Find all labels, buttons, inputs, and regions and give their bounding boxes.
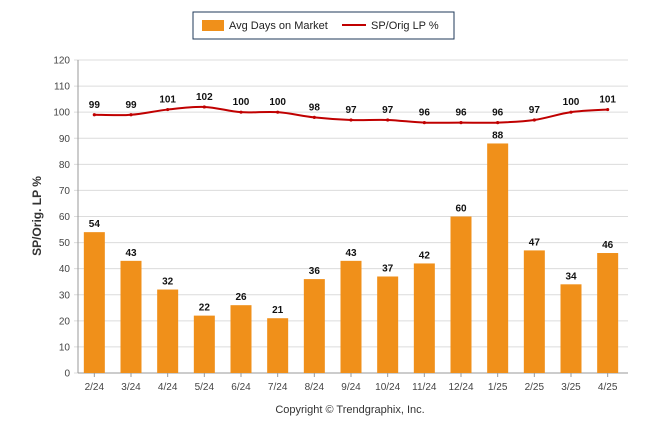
y-tick-label: 70 — [59, 186, 71, 197]
line-value-label: 102 — [196, 92, 213, 103]
line-point — [92, 113, 96, 117]
line-value-label: 100 — [269, 97, 286, 108]
x-tick-label: 2/25 — [525, 382, 545, 393]
line-value-label: 101 — [599, 95, 616, 106]
bar-value-label: 34 — [565, 271, 577, 282]
y-tick-label: 40 — [59, 264, 71, 275]
bar-value-label: 36 — [309, 266, 321, 277]
legend-label-bar: Avg Days on Market — [229, 20, 328, 32]
bar-value-label: 21 — [272, 305, 284, 316]
line-value-label: 98 — [309, 102, 321, 113]
bar — [487, 143, 509, 373]
y-tick-label: 0 — [64, 369, 70, 380]
y-tick-label: 110 — [54, 82, 70, 93]
line-value-label: 97 — [529, 105, 541, 116]
y-tick-label: 90 — [59, 134, 71, 145]
x-tick-label: 11/24 — [412, 382, 437, 393]
line-value-label: 100 — [563, 97, 580, 108]
bar — [157, 289, 179, 373]
x-tick-label: 10/24 — [375, 382, 400, 393]
bar-series — [83, 143, 619, 373]
bar — [267, 318, 289, 373]
x-tick-label: 3/25 — [561, 382, 581, 393]
bar-value-label: 47 — [529, 237, 541, 248]
x-tick-label: 4/25 — [598, 382, 618, 393]
bar — [560, 284, 582, 373]
x-tick-label: 8/24 — [305, 382, 325, 393]
bar-value-label: 88 — [492, 130, 504, 141]
line-value-label: 96 — [419, 108, 431, 119]
y-tick-label: 60 — [59, 212, 71, 223]
x-tick-label: 1/25 — [488, 382, 508, 393]
y-tick-label: 50 — [59, 238, 71, 249]
line-value-label: 99 — [89, 100, 101, 111]
line-point — [349, 118, 353, 122]
y-axis-label: SP/Orig. LP % — [30, 176, 44, 256]
line-value-label: 96 — [455, 108, 467, 119]
x-tick-label: 5/24 — [195, 382, 215, 393]
x-tick-label: 12/24 — [448, 382, 473, 393]
line-point — [166, 107, 170, 112]
legend-bar-swatch — [202, 20, 224, 31]
line-point — [386, 118, 390, 122]
bar — [377, 276, 399, 373]
legend: Avg Days on Market SP/Orig LP % — [192, 11, 455, 40]
x-tick-label: 7/24 — [268, 382, 288, 393]
line-point — [569, 110, 573, 114]
bar-value-label: 54 — [89, 219, 101, 230]
bar-value-label: 22 — [199, 303, 211, 314]
y-tick-label: 120 — [53, 56, 70, 67]
copyright-footer: Copyright © Trendgraphix, Inc. — [275, 404, 424, 416]
y-tick-label: 80 — [59, 160, 71, 171]
bar — [413, 263, 435, 373]
line-point — [202, 105, 206, 109]
line-series — [92, 105, 610, 125]
line-value-label: 99 — [125, 100, 137, 111]
line-value-label: 97 — [382, 105, 394, 116]
bar — [450, 216, 472, 373]
line-point — [606, 107, 610, 112]
line-value-label: 96 — [492, 108, 504, 119]
bar — [83, 232, 105, 373]
bar — [340, 260, 362, 373]
line-value-label: 101 — [159, 95, 176, 106]
bar-value-label: 32 — [162, 277, 174, 288]
bar-value-label: 60 — [455, 204, 467, 215]
bar-value-label: 37 — [382, 263, 394, 274]
line-value-label: 100 — [233, 97, 250, 108]
y-tick-label: 100 — [53, 108, 70, 119]
bar — [523, 250, 545, 373]
legend-box — [192, 11, 455, 40]
bar — [193, 315, 215, 373]
line-point — [459, 121, 463, 125]
y-tick-label: 10 — [59, 342, 71, 353]
y-tick-label: 20 — [59, 316, 71, 327]
x-tick-label: 9/24 — [341, 382, 361, 393]
x-tick-label: 4/24 — [158, 382, 178, 393]
line-point — [239, 110, 243, 114]
line-point — [532, 118, 536, 122]
line-point — [129, 113, 133, 117]
line-value-label: 97 — [345, 105, 357, 116]
line-point — [422, 121, 426, 125]
line-point — [312, 115, 316, 119]
data-labels: 54 43 32 22 26 21 36 43 37 42 60 88 47 34 46 99 99 101 102… — [89, 92, 617, 316]
bar — [597, 253, 619, 373]
bar-value-label: 42 — [419, 250, 431, 261]
line-point — [496, 121, 500, 125]
bar-value-label: 43 — [345, 248, 357, 259]
bar-value-label: 46 — [602, 240, 614, 251]
bar-value-label: 26 — [235, 292, 247, 303]
x-tick-label: 2/24 — [85, 382, 105, 393]
bar — [230, 305, 252, 373]
legend-label-line: SP/Orig LP % — [371, 20, 439, 32]
line-point — [276, 110, 280, 114]
bar — [120, 260, 142, 373]
bar — [303, 279, 325, 373]
x-tick-label: 6/24 — [231, 382, 251, 393]
y-tick-label: 30 — [59, 290, 71, 301]
bar-value-label: 43 — [125, 248, 137, 259]
x-tick-label: 3/24 — [121, 382, 141, 393]
